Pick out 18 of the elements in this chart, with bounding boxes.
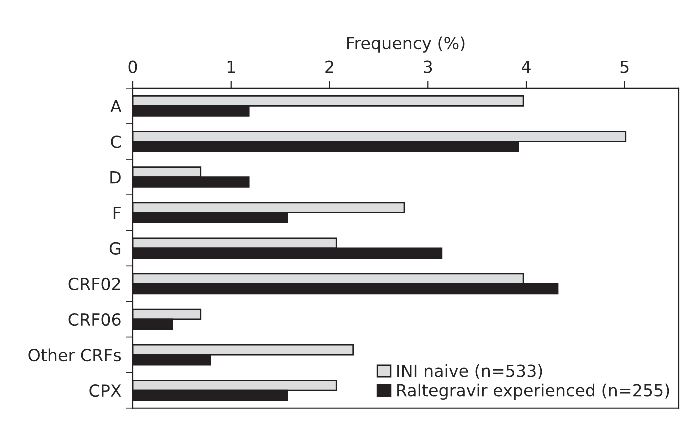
x-tick-label: 5 [620,60,629,74]
x-tick-label: 2 [326,60,334,74]
legend-label: Raltegravir experienced (n=255) [398,384,670,400]
y-tick-label: A [110,100,122,113]
y-tick-label: CRF02 [68,278,120,291]
x-tick-label: 4 [522,60,531,74]
legend-label: INI naive (n=533) [398,364,542,380]
y-tick-label: D [110,171,121,184]
x-tick-label: 3 [424,60,432,74]
y-tick-label: CRF06 [68,313,121,326]
x-axis-title: Frequency (%) [348,36,465,53]
y-tick-label: F [114,207,121,220]
y-tick-label: G [110,242,121,255]
y-tick-label: Other CRFs [28,348,122,362]
x-tick-label: 1 [228,60,236,74]
x-tick-label: 0 [128,60,138,74]
y-tick-label: CPX [90,384,122,398]
y-tick-label: C [111,136,121,148]
